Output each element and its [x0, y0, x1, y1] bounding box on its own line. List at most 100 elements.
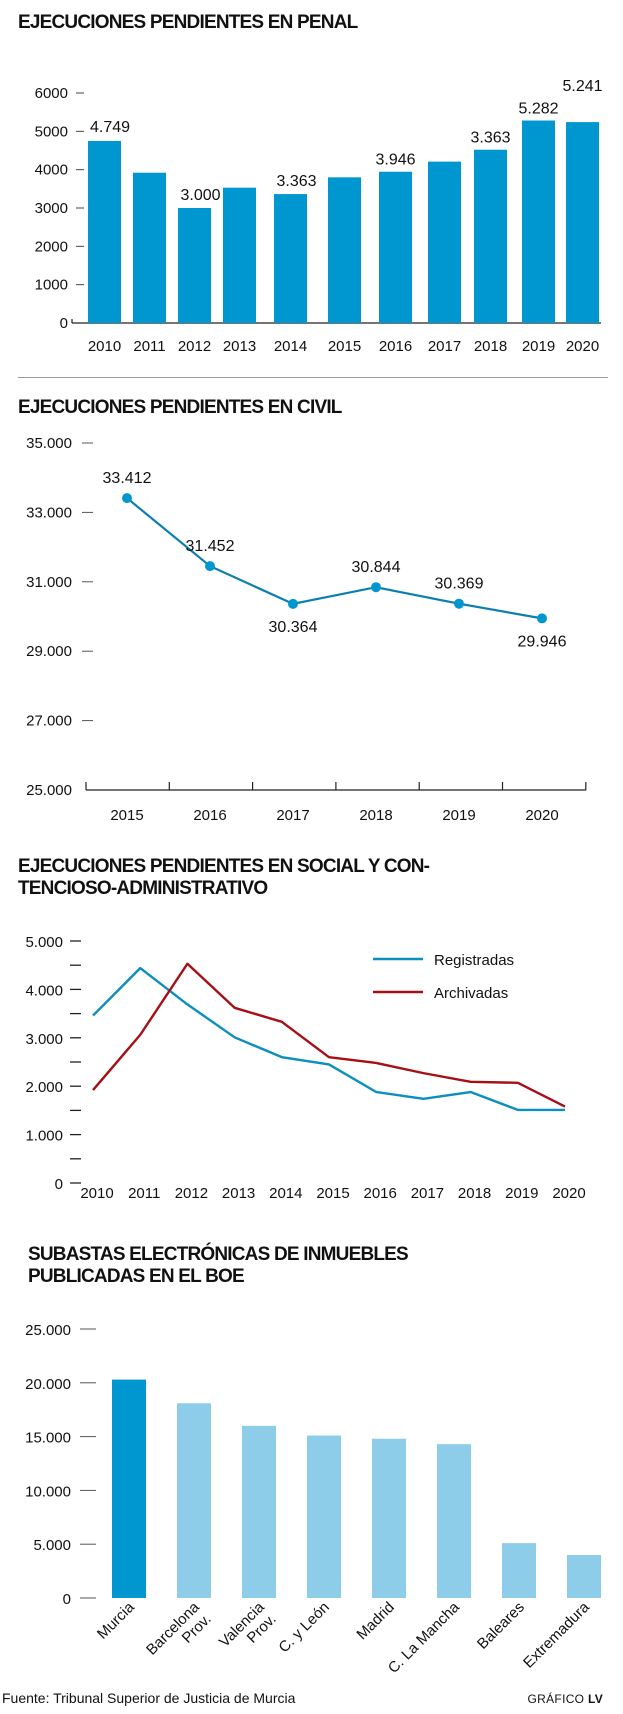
x-tick-label: 2012: [175, 1185, 208, 1202]
x-tick-label: 2018: [474, 338, 507, 355]
x-tick-label: 2019: [442, 807, 475, 824]
y-tick-label: 3.000: [25, 1031, 63, 1048]
bar-2014: [274, 194, 307, 323]
x-tick-label: 2015: [316, 1185, 349, 1202]
legend-label-archivadas: Archivadas: [434, 985, 508, 1002]
x-tick-label: 2016: [364, 1185, 397, 1202]
section-divider: [18, 377, 608, 378]
data-point: [371, 582, 381, 593]
x-tick-label: 2018: [458, 1185, 491, 1202]
credit-brand: LV: [587, 1692, 603, 1706]
x-tick-label: 2011: [128, 1185, 160, 1202]
bar-baleares: [502, 1543, 536, 1598]
data-label: 3.000: [180, 187, 220, 204]
subastas-chart-title-line1: SUBASTAS ELECTRÓNICAS DE INMUEBLES: [28, 1244, 409, 1265]
x-tick-label: 2013: [223, 338, 256, 355]
data-point: [537, 613, 547, 624]
data-point: [122, 493, 132, 504]
x-tick-label: 2017: [411, 1185, 444, 1202]
y-tick-label: 27.000: [26, 713, 72, 730]
x-tick-label: C. y León: [275, 1599, 332, 1656]
bar-c-y-le-n: [307, 1435, 341, 1598]
bar-2013: [223, 187, 256, 323]
data-label: 30.844: [352, 559, 401, 576]
y-tick-label: 31.000: [26, 574, 72, 591]
x-tick-label: 2012: [178, 338, 211, 355]
y-tick-label: 2000: [35, 238, 68, 255]
y-tick-label: 20.000: [25, 1376, 71, 1393]
y-tick-label: 25.000: [25, 1322, 71, 1339]
x-tick-label: 2011: [133, 338, 165, 355]
y-tick-label: 1000: [35, 277, 68, 294]
x-tick-label: 2015: [110, 807, 143, 824]
data-label: 30.364: [269, 619, 318, 636]
y-tick-label: 4.000: [25, 982, 63, 999]
graphic-credit: GRÁFICO LV: [528, 1692, 603, 1706]
x-tick-label: 2014: [274, 338, 307, 355]
civil-line: [126, 497, 543, 620]
data-label: 31.452: [186, 538, 235, 555]
data-label: 3.363: [276, 173, 316, 190]
y-tick-label: 6000: [35, 85, 68, 102]
x-tick-label: 2019: [522, 338, 555, 355]
bar-2018: [474, 149, 507, 323]
y-tick-label: 25.000: [26, 782, 72, 799]
y-tick-label: 5.000: [25, 934, 63, 951]
y-tick-label: 35.000: [26, 435, 72, 452]
data-label: 29.946: [518, 633, 567, 650]
data-label: 4.749: [90, 119, 130, 136]
data-point: [288, 598, 298, 609]
bar-2010: [88, 140, 121, 323]
bar-madrid: [372, 1438, 406, 1598]
legend-label-registradas: Registradas: [434, 952, 514, 969]
credit-prefix: GRÁFICO: [527, 1692, 585, 1706]
data-label: 5.282: [518, 101, 558, 118]
bar-2020: [566, 122, 599, 323]
penal-chart-title: EJECUCIONES PENDIENTES EN PENAL: [18, 12, 358, 33]
x-tick-label: 2020: [566, 338, 599, 355]
x-tick-label: 2020: [525, 807, 558, 824]
bar-c-la-mancha: [437, 1444, 471, 1598]
y-tick-label: 0: [63, 1591, 71, 1608]
x-tick-label: 2020: [552, 1185, 585, 1202]
source-note: Fuente: Tribunal Superior de Justicia de…: [2, 1690, 296, 1706]
x-tick-label: 2018: [359, 807, 392, 824]
bar-2016: [379, 171, 412, 323]
x-tick-label: 2016: [379, 338, 412, 355]
x-tick-label: 2015: [328, 338, 361, 355]
x-tick-label: Murcia: [94, 1598, 138, 1642]
x-tick-label: 2010: [80, 1185, 113, 1202]
y-tick-label: 2.000: [25, 1079, 63, 1096]
bar-2015: [328, 177, 361, 323]
data-label: 3.946: [375, 152, 415, 169]
x-tick-label: 2010: [88, 338, 121, 355]
data-label: 3.363: [470, 130, 510, 147]
bar-2019: [522, 120, 555, 323]
series-line-registradas: [92, 966, 565, 1112]
y-tick-label: 4000: [35, 162, 68, 179]
bar-prov-barcelona: [177, 1403, 211, 1598]
bar-prov-valencia: [242, 1425, 276, 1598]
x-tick-label: Madrid: [353, 1599, 397, 1643]
y-tick-label: 33.000: [26, 504, 72, 521]
x-tick-label: 2019: [505, 1185, 538, 1202]
y-tick-label: 5000: [35, 123, 68, 140]
x-tick-label: Baleares: [474, 1599, 528, 1653]
x-tick-label: 2013: [222, 1185, 255, 1202]
x-tick-label: 2014: [269, 1185, 302, 1202]
subastas-chart-title-line2: PUBLICADAS EN EL BOE: [28, 1266, 245, 1287]
y-tick-label: 0: [55, 1176, 63, 1193]
social-chart-title-line1: EJECUCIONES PENDIENTES EN SOCIAL Y CON-: [18, 856, 430, 877]
bar-murcia: [112, 1379, 146, 1598]
y-tick-label: 15.000: [25, 1430, 71, 1447]
x-tick-label: Extremadura: [520, 1598, 593, 1671]
bar-2012: [178, 208, 211, 323]
data-point: [454, 598, 464, 609]
social-chart-title-line2: TENCIOSO-ADMINISTRATIVO: [18, 878, 268, 899]
civil-chart-title: EJECUCIONES PENDIENTES EN CIVIL: [18, 397, 342, 418]
y-tick-label: 0: [60, 315, 68, 332]
y-tick-label: 10.000: [25, 1483, 71, 1500]
data-point: [205, 561, 215, 572]
y-tick-label: 3000: [35, 200, 68, 217]
